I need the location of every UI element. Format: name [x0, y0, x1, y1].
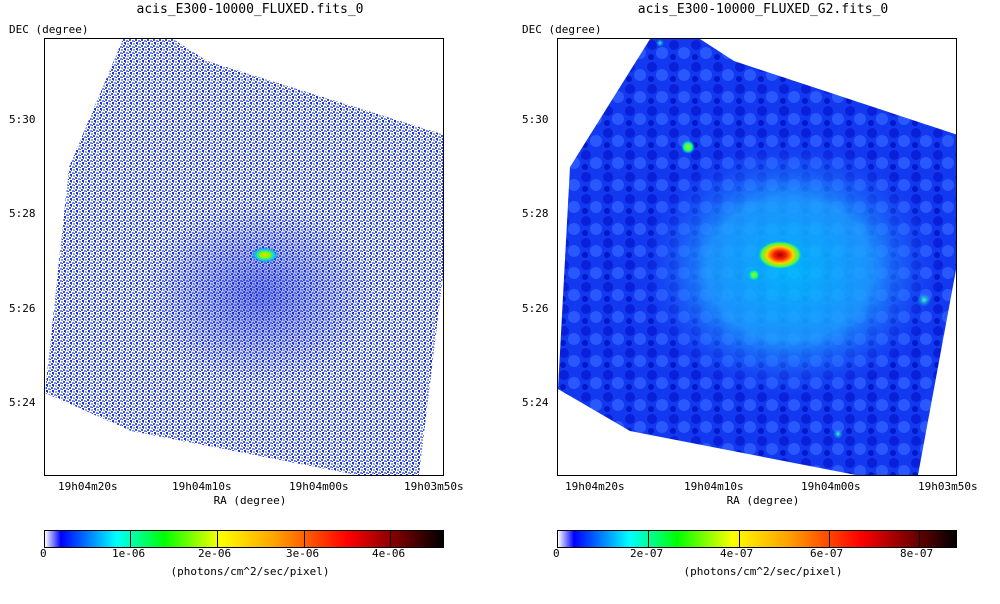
right-point-source	[833, 429, 843, 439]
right-ra-axis-label: RA (degree)	[726, 494, 800, 507]
left-colorbar-tick: 3e-06	[286, 547, 320, 560]
right-y-tick: 5:30	[522, 113, 549, 126]
right-x-tick: 19h04m10s	[684, 480, 744, 493]
left-colorbar-tick: 0	[40, 547, 47, 560]
left-y-tick: 5:26	[9, 302, 36, 315]
right-colorbar	[557, 530, 957, 548]
right-x-tick: 19h04m20s	[565, 480, 625, 493]
right-colorbar-tick: 4e-07	[720, 547, 754, 560]
left-panel-title: acis_E300-10000_FLUXED.fits_0	[136, 2, 364, 17]
left-image-panel: acis_E300-10000_FLUXED.fits_0 DEC (degre…	[9, 2, 464, 578]
right-point-source	[917, 293, 931, 307]
right-x-tick: 19h04m00s	[801, 480, 861, 493]
left-colorbar-tick: 4e-06	[372, 547, 406, 560]
right-smoothed-image[interactable]	[557, 38, 957, 476]
left-y-tick: 5:28	[9, 207, 36, 220]
left-y-tick: 5:24	[9, 396, 36, 409]
left-colorbar-tick: 1e-06	[112, 547, 146, 560]
right-dec-axis-label: DEC (degree)	[522, 23, 602, 36]
right-point-source	[748, 269, 760, 281]
right-image-panel: acis_E300-10000_FLUXED_G2.fits_0 DEC (de…	[513, 0, 1000, 604]
left-x-tick: 19h04m20s	[58, 480, 118, 493]
left-bright-source	[251, 247, 279, 263]
left-x-tick: 19h04m10s	[172, 480, 232, 493]
left-fluxed-image[interactable]	[44, 38, 444, 476]
right-y-tick: 5:24	[522, 396, 549, 409]
right-point-source	[656, 39, 664, 47]
right-x-tick: 19h03m50s	[918, 480, 978, 493]
left-x-tick: 19h04m00s	[289, 480, 349, 493]
right-y-tick: 5:28	[522, 207, 549, 220]
right-y-tick: 5:26	[522, 302, 549, 315]
left-colorbar-tick: 2e-06	[198, 547, 232, 560]
right-bright-source	[758, 241, 802, 269]
left-dec-axis-label: DEC (degree)	[9, 23, 89, 36]
right-colorbar-tick: 2e-07	[630, 547, 664, 560]
left-y-tick: 5:30	[9, 113, 36, 126]
right-colorbar-tick: 8e-07	[900, 547, 934, 560]
right-diffuse-emission	[640, 139, 940, 399]
left-x-tick: 19h03m50s	[404, 480, 464, 493]
left-colorbar	[44, 530, 444, 548]
left-ra-axis-label: RA (degree)	[213, 494, 287, 507]
right-point-source	[681, 140, 695, 154]
right-panel-title: acis_E300-10000_FLUXED_G2.fits_0	[637, 2, 889, 17]
left-colorbar-unit: (photons/cm^2/sec/pixel)	[170, 565, 330, 578]
right-colorbar-tick: 6e-07	[810, 547, 844, 560]
right-colorbar-tick: 0	[553, 547, 560, 560]
right-colorbar-unit: (photons/cm^2/sec/pixel)	[683, 565, 843, 578]
